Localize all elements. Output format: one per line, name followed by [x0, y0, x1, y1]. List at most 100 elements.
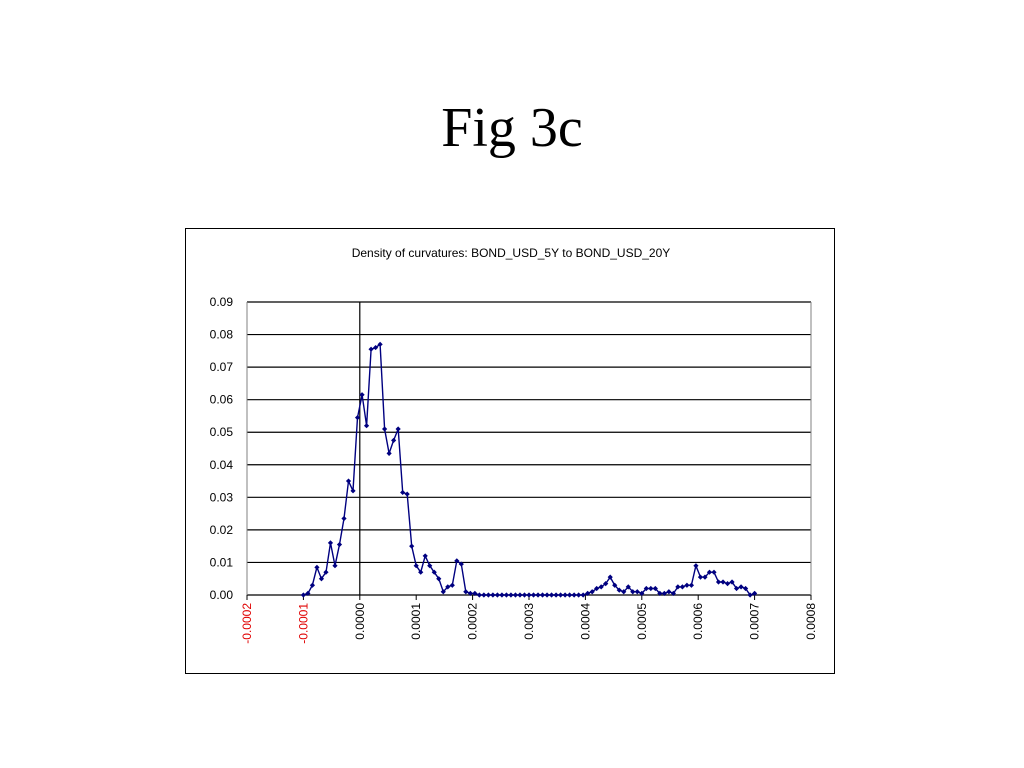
data-point — [607, 574, 613, 580]
data-point — [481, 592, 487, 598]
data-point — [512, 592, 519, 598]
data-point — [684, 582, 690, 588]
data-point — [697, 574, 704, 580]
x-tick-label: -0.0002 — [240, 603, 254, 644]
data-point — [539, 592, 546, 598]
data-point — [400, 489, 406, 496]
data-point — [670, 590, 676, 596]
data-point — [467, 590, 473, 596]
data-point — [657, 590, 663, 596]
data-point — [720, 579, 726, 585]
data-point — [711, 569, 717, 575]
y-tick-label: 0.03 — [210, 490, 234, 504]
data-point — [503, 592, 510, 598]
data-point — [508, 592, 514, 598]
data-point — [494, 592, 501, 598]
data-point — [675, 584, 681, 590]
data-point — [463, 589, 469, 595]
data-point — [567, 592, 573, 598]
data-point — [530, 592, 537, 598]
data-point — [422, 553, 428, 559]
data-point — [598, 584, 604, 590]
data-point — [594, 585, 600, 592]
plot-area — [247, 302, 811, 595]
data-point — [517, 592, 523, 598]
data-point — [431, 569, 437, 575]
data-point — [706, 569, 713, 575]
y-tick-label: 0.07 — [210, 360, 234, 374]
data-point — [747, 592, 753, 598]
data-point — [445, 584, 451, 590]
data-point — [729, 579, 735, 585]
data-point — [377, 341, 383, 347]
data-point — [458, 561, 464, 567]
data-point — [724, 581, 731, 587]
y-tick-label: 0.01 — [210, 555, 234, 569]
data-point — [738, 584, 744, 590]
data-point — [589, 589, 595, 595]
x-tick-label: 0.0001 — [409, 603, 423, 640]
data-point — [571, 592, 577, 598]
data-point — [449, 582, 455, 588]
data-point — [472, 590, 478, 596]
data-point — [688, 582, 695, 588]
x-tick-label: 0.0008 — [804, 603, 818, 640]
data-point — [557, 592, 564, 598]
x-tick-label: 0.0003 — [522, 603, 536, 640]
data-point — [436, 576, 442, 582]
data-point — [634, 589, 640, 595]
data-point — [553, 592, 559, 598]
data-point — [652, 585, 658, 592]
data-point — [544, 592, 550, 598]
data-point — [305, 590, 311, 596]
data-point — [648, 585, 654, 592]
data-point — [309, 582, 316, 588]
data-point — [603, 581, 609, 587]
data-point — [742, 585, 749, 592]
x-tick-label: 0.0004 — [578, 603, 592, 640]
y-tick-label: 0.06 — [210, 393, 234, 407]
series-layer — [300, 341, 758, 598]
data-point — [440, 589, 446, 595]
data-point — [521, 592, 528, 598]
data-point — [612, 582, 618, 588]
data-point — [616, 587, 622, 593]
data-point — [693, 563, 699, 569]
data-point — [490, 592, 496, 598]
data-point — [702, 574, 708, 580]
grid-layer — [247, 301, 811, 596]
data-point — [580, 592, 586, 598]
chart-title: Density of curvatures: BOND_USD_5Y to BO… — [352, 246, 671, 260]
data-point — [409, 543, 415, 549]
data-point — [341, 515, 347, 522]
data-point — [679, 584, 686, 590]
axis-layer — [246, 302, 812, 600]
data-point — [499, 592, 505, 598]
y-tick-label: 0.00 — [210, 588, 234, 602]
data-point — [666, 589, 672, 595]
data-point — [318, 576, 325, 582]
data-point — [454, 558, 460, 564]
data-point — [332, 563, 338, 569]
y-tick-label: 0.08 — [210, 328, 234, 342]
chart-svg: Density of curvatures: BOND_USD_5Y to BO… — [210, 246, 818, 644]
data-point — [733, 585, 740, 592]
data-point — [354, 414, 361, 421]
tick-layer: 0.00 0.01 0.02 0.03 0.04 0.05 0.06 0.07 0.08 0.09… — [210, 295, 818, 644]
x-tick-label: 0.0000 — [353, 603, 367, 640]
x-tick-label: -0.0001 — [296, 603, 310, 644]
data-point — [625, 584, 631, 590]
data-point — [535, 592, 541, 598]
data-point — [562, 592, 568, 598]
data-point — [752, 590, 758, 596]
y-tick-label: 0.04 — [210, 458, 234, 472]
data-point — [363, 423, 370, 429]
data-point — [639, 590, 645, 596]
data-point — [715, 579, 722, 585]
x-tick-label: 0.0002 — [466, 603, 480, 640]
y-tick-label: 0.02 — [210, 523, 234, 537]
slide-title: Fig 3c — [441, 97, 583, 159]
data-point — [413, 563, 419, 569]
data-point — [476, 592, 482, 598]
data-point — [314, 564, 320, 570]
